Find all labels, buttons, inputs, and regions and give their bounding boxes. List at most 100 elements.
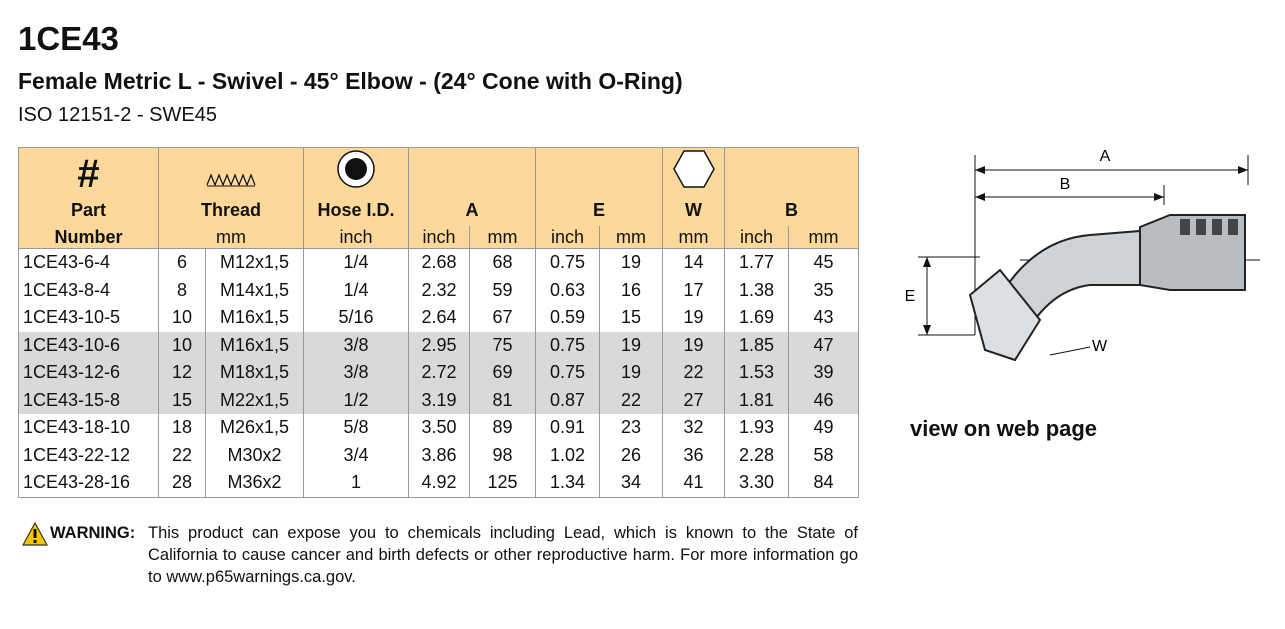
table-cell: 1.85 — [724, 331, 789, 359]
head-b: B — [724, 194, 859, 226]
table-cell: 84 — [788, 469, 859, 498]
table-cell: 3/8 — [303, 359, 409, 387]
blank — [535, 147, 663, 194]
unit: mm — [599, 226, 663, 249]
table-cell: 19 — [599, 359, 663, 387]
blank — [724, 147, 859, 194]
table-cell: M14x1,5 — [205, 276, 304, 304]
table-cell: 0.75 — [535, 331, 600, 359]
warning-text: This product can expose you to chemicals… — [148, 524, 858, 586]
hash: # — [18, 147, 159, 194]
warning-label: WARNING: — [50, 524, 136, 542]
table-cell: 98 — [469, 441, 536, 469]
web-link[interactable]: view on web page — [910, 416, 1098, 441]
table-cell: 69 — [469, 359, 536, 387]
table-cell: 58 — [788, 441, 859, 469]
table-cell: 26 — [599, 441, 663, 469]
table-cell: 3/8 — [303, 331, 409, 359]
unit: mm — [788, 226, 859, 249]
table-head: # Part Thread Hose I.D. A E W B Number — [18, 147, 859, 249]
table-cell: 5/8 — [303, 414, 409, 442]
table-cell: M26x1,5 — [205, 414, 304, 442]
hex-icon — [662, 147, 725, 194]
table-cell: 0.75 — [535, 359, 600, 387]
table-cell: 22 — [599, 386, 663, 414]
head-part: Part — [18, 194, 159, 226]
table-cell: 22 — [158, 441, 206, 469]
table-cell: M12x1,5 — [205, 248, 304, 277]
hose-symbol — [337, 150, 375, 188]
table-cell: 1CE43-18-10 — [18, 414, 159, 442]
table-cell: 28 — [158, 469, 206, 498]
table-cell: M16x1,5 — [205, 304, 304, 332]
table-cell: 12 — [158, 359, 206, 387]
warning: WARNING: This product can expose you to … — [22, 522, 858, 588]
head-thread: Thread — [158, 194, 304, 226]
table-row: 1CE43-12-6 12 M18x1,5 3/8 2.72 69 0.75 19 22 1.53… — [18, 359, 859, 387]
table-cell: 3.50 — [408, 414, 470, 442]
head-hose: Hose I.D. — [303, 194, 409, 226]
unit: inch — [535, 226, 600, 249]
table-row: 1CE43-10-6 10 M16x1,5 3/8 2.95 75 0.75 19 19 1.85… — [18, 331, 859, 359]
table-cell: 3.19 — [408, 386, 470, 414]
dim-w: W — [1092, 338, 1108, 355]
blank — [408, 147, 536, 194]
table-cell: 1.34 — [535, 469, 600, 498]
unit: inch — [724, 226, 789, 249]
table-cell: 1.53 — [724, 359, 789, 387]
table-row: 1CE43-22-12 22 M30x2 3/4 3.86 98 1.02 26 36 2.28 5… — [18, 441, 859, 469]
table-cell: 41 — [662, 469, 725, 498]
table-cell: 3/4 — [303, 441, 409, 469]
thread-symbol — [206, 173, 256, 187]
table-cell: 1.77 — [724, 248, 789, 277]
table-cell: 36 — [662, 441, 725, 469]
table-cell: M18x1,5 — [205, 359, 304, 387]
dim-e: E — [905, 288, 916, 305]
table-cell: 2.68 — [408, 248, 470, 277]
fitting-diagram: A B E W — [905, 148, 1260, 362]
table-cell: 81 — [469, 386, 536, 414]
table-cell: 1.02 — [535, 441, 600, 469]
table-cell: 1/4 — [303, 276, 409, 304]
table-cell: 1CE43-10-5 — [18, 304, 159, 332]
table-row: 1CE43-10-5 10 M16x1,5 5/16 2.64 67 0.59 15 19 1.6… — [18, 304, 859, 332]
table-cell: 125 — [469, 469, 536, 498]
table-cell: 3.86 — [408, 441, 470, 469]
table-cell: 10 — [158, 331, 206, 359]
table-cell: 0.75 — [535, 248, 600, 277]
dim-a: A — [1100, 148, 1111, 165]
table-cell: 1.69 — [724, 304, 789, 332]
table-cell: 46 — [788, 386, 859, 414]
table-cell: 39 — [788, 359, 859, 387]
table-cell: 1CE43-8-4 — [18, 276, 159, 304]
table-cell: M36x2 — [205, 469, 304, 498]
table-cell: 19 — [662, 304, 725, 332]
table-cell: 2.72 — [408, 359, 470, 387]
table-cell: 59 — [469, 276, 536, 304]
thread-unit: mm — [158, 226, 304, 249]
table-cell: 17 — [662, 276, 725, 304]
table-cell: 49 — [788, 414, 859, 442]
hose-unit: inch — [303, 226, 409, 249]
title: 1CE43 — [18, 20, 119, 57]
table-cell: 1CE43-6-4 — [18, 248, 159, 277]
table-cell: 27 — [662, 386, 725, 414]
table-cell: 22 — [662, 359, 725, 387]
head-a: A — [408, 194, 536, 226]
table-cell: 0.63 — [535, 276, 600, 304]
table-cell: 1/4 — [303, 248, 409, 277]
table-row: 1CE43-18-10 18 M26x1,5 5/8 3.50 89 0.91 23 32 1.9… — [18, 414, 859, 442]
table-cell: 0.91 — [535, 414, 600, 442]
table-cell: 3.30 — [724, 469, 789, 498]
table-cell: 15 — [599, 304, 663, 332]
subtitle: Female Metric L - Swivel - 45° Elbow - (… — [18, 68, 683, 94]
table-cell: 15 — [158, 386, 206, 414]
table-cell: 1CE43-12-6 — [18, 359, 159, 387]
table-row: 1CE43-28-16 28 M36x2 1 4.92 125 1.34 34 41 3.30 84 — [18, 469, 859, 498]
table-cell: 18 — [158, 414, 206, 442]
table-cell: 32 — [662, 414, 725, 442]
dim-b: B — [1060, 176, 1071, 193]
table-cell: 1.81 — [724, 386, 789, 414]
table-cell: 2.28 — [724, 441, 789, 469]
